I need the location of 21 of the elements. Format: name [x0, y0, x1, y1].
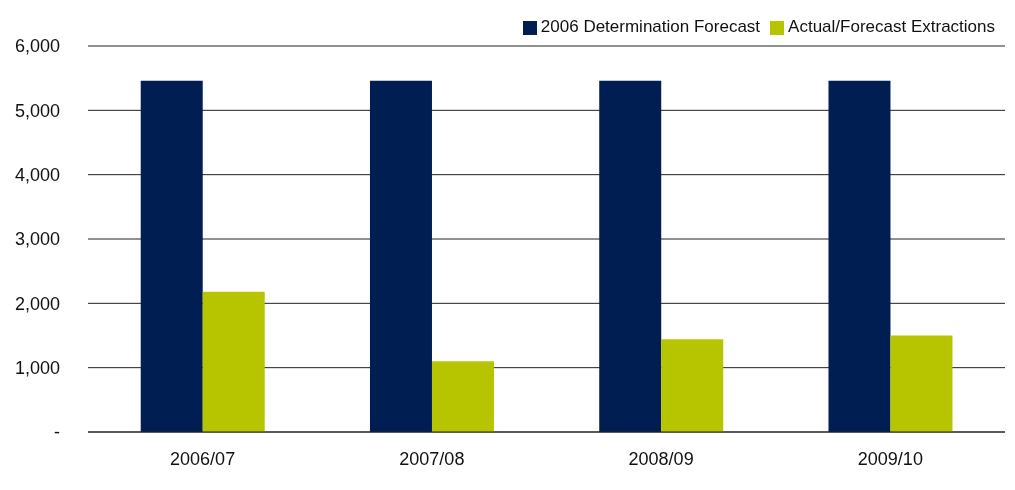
bar — [890, 335, 953, 432]
bar — [599, 80, 662, 432]
y-tick-label: 2,000 — [14, 293, 60, 314]
y-tick-label: 1,000 — [14, 358, 60, 379]
legend-label: Actual/Forecast Extractions — [788, 17, 995, 36]
y-tick-label: 6,000 — [14, 36, 60, 57]
x-tick-label: 2009/10 — [857, 448, 923, 469]
y-tick-label: - — [54, 422, 60, 443]
bar — [828, 80, 891, 432]
x-tick-label: 2008/09 — [628, 448, 694, 469]
bar — [431, 361, 494, 432]
bar — [202, 291, 265, 432]
legend-label: 2006 Determination Forecast — [540, 17, 761, 36]
y-tick-label: 3,000 — [14, 229, 60, 250]
x-tick-label: 2007/08 — [399, 448, 465, 469]
y-tick-label: 5,000 — [14, 100, 60, 121]
y-tick-label: 4,000 — [14, 165, 60, 186]
x-tick-label: 2006/07 — [170, 448, 236, 469]
bar — [140, 80, 203, 432]
bar — [661, 339, 724, 432]
bar — [369, 80, 432, 432]
